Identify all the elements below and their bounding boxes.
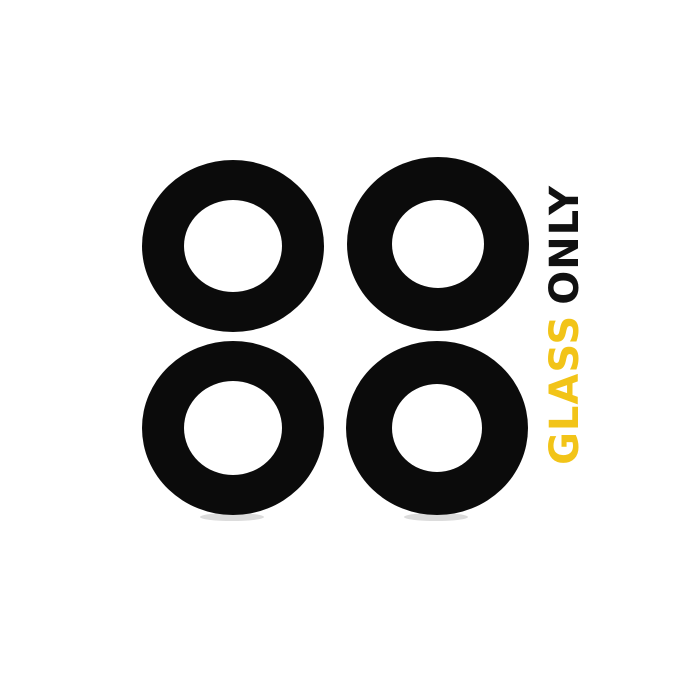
lens-ring-top-left — [142, 160, 324, 332]
lens-ring-bottom-left — [142, 341, 324, 515]
glass-only-label: GLASS ONLY — [542, 185, 588, 465]
ring-shadow-right — [404, 513, 468, 521]
lens-ring-top-right — [347, 157, 529, 331]
only-word: ONLY — [542, 185, 588, 305]
glass-word: GLASS — [542, 314, 588, 465]
lens-ring-bottom-right — [346, 341, 528, 515]
ring-shadow-left — [200, 513, 264, 521]
